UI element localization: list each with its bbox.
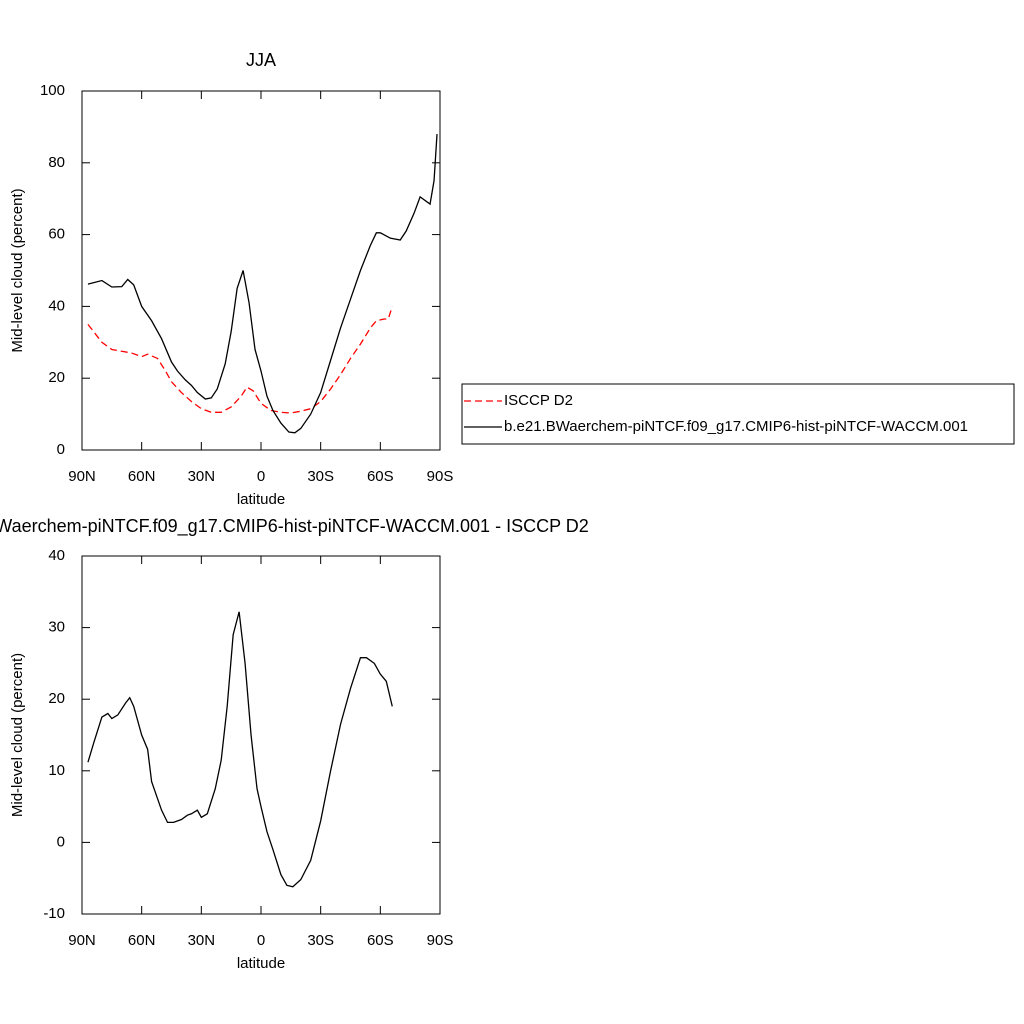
x-tick-label: 60S xyxy=(367,468,394,485)
y-axis-label: Mid-level cloud (percent) xyxy=(9,188,26,352)
chart-title: JJA xyxy=(246,50,276,70)
y-tick-label: 40 xyxy=(48,547,65,564)
x-tick-label: 60S xyxy=(367,932,394,949)
y-tick-label: 20 xyxy=(48,690,65,707)
x-axis-label: latitude xyxy=(237,491,285,508)
chart-title: b.e21.BWaerchem-piNTCF.f09_g17.CMIP6-his… xyxy=(0,516,589,537)
y-tick-label: 60 xyxy=(48,226,65,243)
x-tick-label: 30N xyxy=(188,932,216,949)
y-axis-label: Mid-level cloud (percent) xyxy=(9,653,26,817)
y-tick-label: 10 xyxy=(48,762,65,779)
plot-frame xyxy=(81,555,441,915)
plot-frame xyxy=(81,90,441,451)
x-tick-label: 60N xyxy=(128,468,156,485)
x-tick-label: 30S xyxy=(307,932,334,949)
legend-box xyxy=(461,383,1015,445)
data-line xyxy=(87,611,393,888)
y-tick-label: 40 xyxy=(48,297,65,314)
y-tick-label: -10 xyxy=(43,905,65,922)
y-tick-label: 0 xyxy=(57,441,65,458)
y-tick-label: 0 xyxy=(57,833,65,850)
legend-label: ISCCP D2 xyxy=(504,392,573,409)
x-tick-label: 90S xyxy=(427,932,454,949)
x-tick-label: 0 xyxy=(257,468,265,485)
x-tick-label: 90N xyxy=(68,932,96,949)
data-line xyxy=(87,134,438,434)
legend-label: b.e21.BWaerchem-piNTCF.f09_g17.CMIP6-his… xyxy=(504,418,968,435)
x-tick-label: 0 xyxy=(257,932,265,949)
data-line xyxy=(87,306,393,414)
x-axis-label: latitude xyxy=(237,955,285,972)
x-tick-label: 30S xyxy=(307,468,334,485)
x-tick-label: 60N xyxy=(128,932,156,949)
y-tick-label: 100 xyxy=(40,82,65,99)
x-tick-label: 30N xyxy=(188,468,216,485)
y-tick-label: 20 xyxy=(48,369,65,386)
y-tick-label: 80 xyxy=(48,154,65,171)
x-tick-label: 90S xyxy=(427,468,454,485)
x-tick-label: 90N xyxy=(68,468,96,485)
y-tick-label: 30 xyxy=(48,619,65,636)
